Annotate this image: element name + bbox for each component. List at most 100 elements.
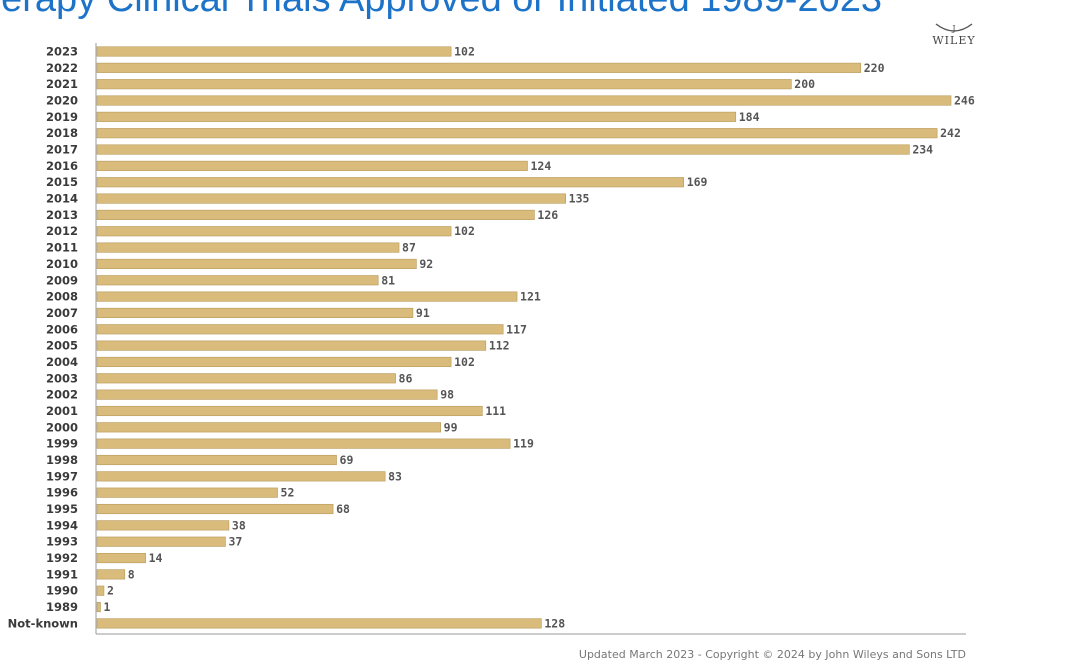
value-label: 98 — [440, 388, 454, 402]
category-label: 2018 — [46, 126, 78, 140]
category-label: 2012 — [46, 224, 78, 238]
category-label: 2021 — [46, 77, 78, 91]
value-label: 37 — [228, 535, 242, 549]
category-label: 1989 — [46, 600, 78, 614]
bar — [96, 160, 528, 171]
category-label: 1998 — [46, 453, 78, 467]
bar — [96, 520, 230, 531]
bar — [96, 373, 396, 384]
category-label: 1997 — [46, 469, 78, 483]
category-label: 2011 — [46, 241, 78, 255]
value-label: 102 — [454, 45, 475, 59]
value-label: 83 — [388, 469, 402, 483]
svg-text:J: J — [951, 24, 955, 33]
bar — [96, 111, 737, 122]
value-label: 200 — [794, 77, 815, 91]
value-label: 38 — [232, 518, 246, 532]
bar — [96, 275, 379, 286]
category-label: 2001 — [46, 404, 78, 418]
wiley-logo: J WILEY — [926, 22, 982, 56]
bar — [96, 209, 535, 220]
bar — [96, 536, 226, 547]
bar — [96, 405, 483, 417]
category-label: 2023 — [46, 45, 78, 59]
category-label: 1992 — [46, 551, 78, 565]
category-label: 2022 — [46, 61, 78, 75]
category-label: 2005 — [46, 339, 78, 353]
category-label: 2004 — [46, 355, 78, 369]
bar — [96, 193, 566, 204]
bar — [96, 618, 542, 629]
value-label: 102 — [454, 224, 475, 238]
bar — [96, 46, 452, 57]
copyright-footer: Updated March 2023 - Copyright © 2024 by… — [578, 648, 966, 661]
category-label: Not-known — [8, 616, 78, 630]
value-label: 220 — [864, 61, 885, 75]
category-label: 2013 — [46, 208, 78, 222]
category-label: 1991 — [46, 567, 78, 581]
value-label: 52 — [281, 486, 295, 500]
value-label: 99 — [444, 420, 458, 434]
value-label: 8 — [128, 567, 135, 581]
value-label: 69 — [340, 453, 354, 467]
value-label: 234 — [912, 143, 933, 157]
bar — [96, 307, 414, 318]
bar — [96, 291, 518, 302]
category-label: 1995 — [46, 502, 78, 516]
bar — [96, 389, 438, 400]
category-label: 2010 — [46, 257, 78, 271]
category-label: 2009 — [46, 273, 78, 287]
value-label: 68 — [336, 502, 350, 516]
category-label: 2007 — [46, 306, 78, 320]
bar — [96, 356, 452, 368]
bar — [96, 569, 126, 580]
bar — [96, 471, 386, 482]
bar — [96, 503, 334, 515]
bar — [96, 585, 105, 596]
value-label: 91 — [416, 306, 430, 320]
value-label: 184 — [739, 110, 760, 124]
category-label: 2003 — [46, 371, 78, 385]
bars-layer: 2023 102 2022 220 2021 200 2020 246 2019 184 2018 2… — [8, 45, 975, 631]
value-label: 119 — [513, 437, 534, 451]
wiley-logo-icon: J — [935, 23, 973, 33]
category-label: 1990 — [46, 584, 78, 598]
value-label: 117 — [506, 322, 527, 336]
bar — [96, 242, 400, 253]
bar — [96, 487, 278, 498]
category-label: 2020 — [46, 94, 78, 108]
bar — [96, 62, 862, 73]
value-label: 111 — [485, 404, 506, 418]
value-label: 92 — [419, 257, 433, 271]
value-label: 246 — [954, 94, 975, 108]
bar — [96, 422, 441, 433]
value-label: 242 — [940, 126, 961, 140]
chart-title: herapy Clinical Trials Approved or Initi… — [0, 0, 1066, 24]
bar — [96, 602, 101, 613]
category-label: 2016 — [46, 159, 78, 173]
value-label: 14 — [149, 551, 163, 565]
value-label: 121 — [520, 290, 541, 304]
value-label: 81 — [381, 273, 395, 287]
category-label: 2014 — [46, 192, 78, 206]
bar — [96, 177, 684, 188]
value-label: 169 — [687, 175, 708, 189]
category-label: 2000 — [46, 420, 78, 434]
category-label: 2019 — [46, 110, 78, 124]
value-label: 135 — [569, 192, 590, 206]
category-label: 2015 — [46, 175, 78, 189]
value-label: 2 — [107, 584, 114, 598]
value-label: 86 — [399, 371, 413, 385]
value-label: 124 — [530, 159, 551, 173]
category-label: 2017 — [46, 143, 78, 157]
bar — [96, 79, 792, 90]
value-label: 87 — [402, 241, 416, 255]
wiley-logo-text: WILEY — [932, 34, 976, 47]
category-label: 1993 — [46, 535, 78, 549]
category-label: 2008 — [46, 290, 78, 304]
bar — [96, 128, 938, 139]
category-label: 2002 — [46, 388, 78, 402]
bar — [96, 258, 417, 269]
category-label: 1996 — [46, 486, 78, 500]
bar — [96, 95, 952, 106]
